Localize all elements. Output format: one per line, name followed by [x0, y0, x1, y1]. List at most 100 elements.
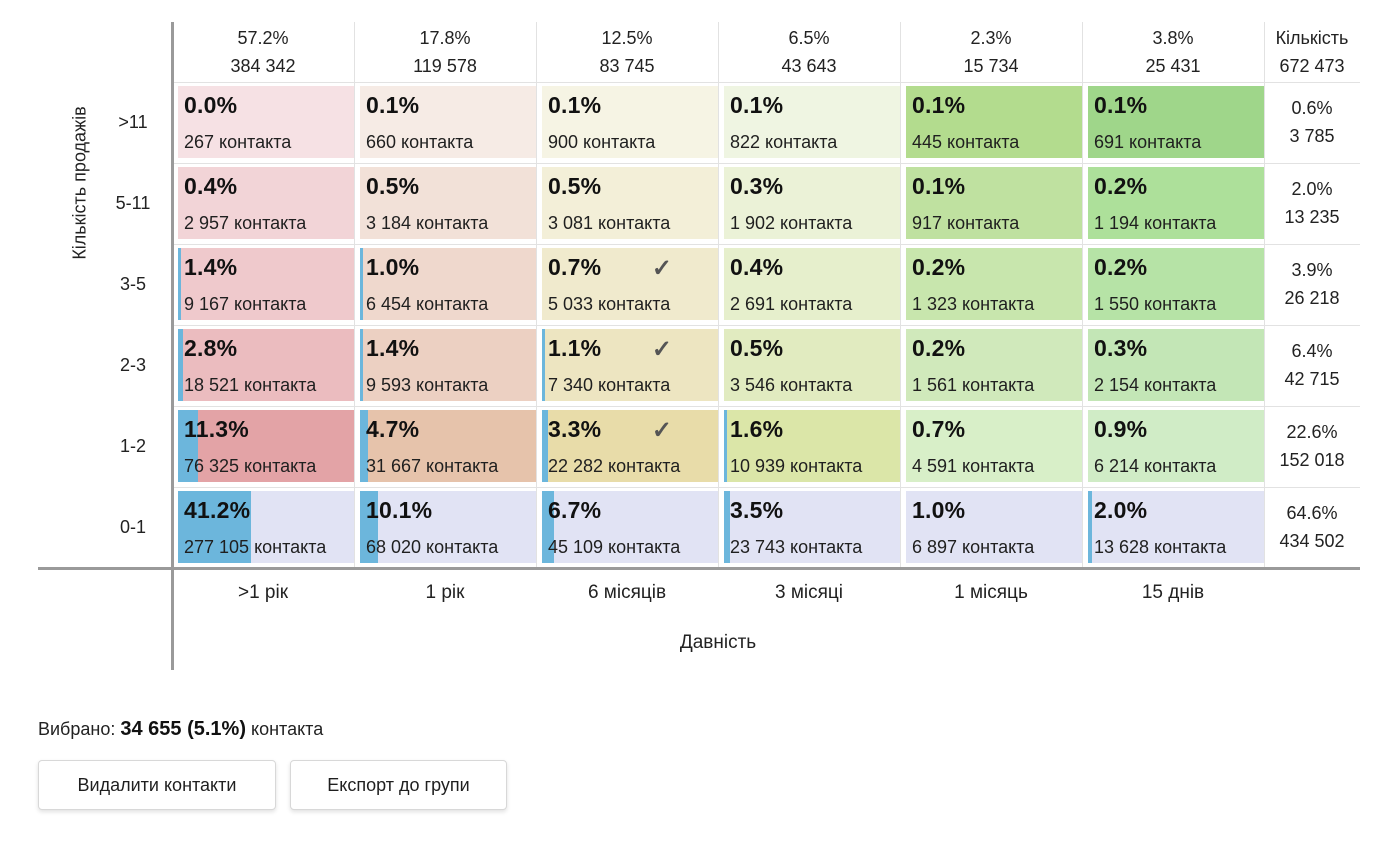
cell-contact-count: 23 743 контакта	[730, 537, 863, 557]
y-axis-line	[171, 22, 174, 670]
cell-contact-count: 2 154 контакта	[1094, 375, 1217, 395]
cell-percentage: 0.3%	[730, 173, 784, 199]
matrix-cell[interactable]: 11.3% 76 325 контакта	[178, 410, 354, 482]
matrix-cell[interactable]: 0.5% 3 081 контакта	[542, 167, 718, 239]
matrix-cell[interactable]: 0.1% 822 контакта	[724, 86, 900, 158]
cell-percentage: 6.7%	[548, 497, 602, 523]
cell-contact-count: 6 214 контакта	[1094, 456, 1217, 476]
cell-fill-bar	[360, 491, 378, 563]
cell-contact-count: 267 контакта	[184, 132, 292, 152]
cell-percentage: 0.7%	[912, 416, 966, 442]
matrix-cell[interactable]: 0.5% 3 546 контакта	[724, 329, 900, 401]
selection-summary: Вибрано: 34 655 (5.1%) контакта	[38, 718, 323, 741]
row-total: 0.6% 3 785	[1289, 98, 1335, 146]
grid-line	[536, 22, 537, 568]
matrix-cell[interactable]: 1.0% 6 454 контакта	[360, 248, 536, 320]
cell-contact-count: 31 667 контакта	[366, 456, 499, 476]
matrix-cell[interactable]: 3.5% 23 743 контакта	[724, 491, 900, 563]
cell-percentage: 0.5%	[366, 173, 420, 199]
cell-contact-count: 691 контакта	[1094, 132, 1202, 152]
matrix-cell[interactable]: 0.2% 1 550 контакта	[1088, 248, 1264, 320]
matrix-cell[interactable]: 0.4% 2 691 контакта	[724, 248, 900, 320]
cell-contact-count: 18 521 контакта	[184, 375, 317, 395]
row-label: 2-3	[119, 354, 146, 375]
x-axis-title: Давність	[679, 632, 757, 653]
matrix-cell[interactable]: 1.4% 9 167 контакта	[178, 248, 354, 320]
cell-contact-count: 1 550 контакта	[1094, 294, 1217, 314]
matrix-cell[interactable]: 0.1% 691 контакта	[1088, 86, 1264, 158]
matrix-cell[interactable]: 0.4% 2 957 контакта	[178, 167, 354, 239]
cell-percentage: 0.1%	[366, 92, 420, 118]
matrix-cell[interactable]: 1.6% 10 939 контакта	[724, 410, 900, 482]
grid-line	[354, 22, 355, 568]
matrix-cell[interactable]: 1.1% 7 340 контакта ✓	[542, 329, 718, 401]
cell-fill-bar	[360, 329, 363, 401]
row-label: >11	[118, 111, 148, 132]
cell-contact-count: 76 325 контакта	[184, 456, 317, 476]
cell-percentage: 0.4%	[184, 173, 238, 199]
matrix-cell[interactable]: 41.2% 277 105 контакта	[178, 491, 354, 563]
matrix-cell[interactable]: 0.2% 1 194 контакта	[1088, 167, 1264, 239]
x-axis-line	[38, 567, 1360, 570]
cell-contact-count: 445 контакта	[912, 132, 1020, 152]
delete-contacts-button[interactable]: Видалити контакти	[38, 760, 276, 810]
matrix-cell[interactable]: 0.2% 1 561 контакта	[906, 329, 1082, 401]
matrix-cell[interactable]: 3.3% 22 282 контакта ✓	[542, 410, 718, 482]
cell-percentage: 4.7%	[366, 416, 420, 442]
cell-percentage: 0.1%	[912, 92, 966, 118]
matrix-cell[interactable]: 4.7% 31 667 контакта	[360, 410, 536, 482]
x-axis-label: 1 рік	[425, 582, 465, 603]
cell-contact-count: 2 691 контакта	[730, 294, 853, 314]
x-axis-label: 1 місяць	[954, 582, 1028, 603]
matrix-cell[interactable]: 2.0% 13 628 контакта	[1088, 491, 1264, 563]
checkmark-icon: ✓	[651, 417, 672, 444]
matrix-cell[interactable]: 0.2% 1 323 контакта	[906, 248, 1082, 320]
cell-fill-bar	[724, 491, 730, 563]
checkmark-icon: ✓	[651, 336, 672, 363]
cell-contact-count: 10 939 контакта	[730, 456, 863, 476]
export-to-group-button[interactable]: Експорт до групи	[290, 760, 507, 810]
matrix-cell[interactable]: 0.5% 3 184 контакта	[360, 167, 536, 239]
grid-line	[172, 406, 1360, 407]
matrix-cell[interactable]: 2.8% 18 521 контакта	[178, 329, 354, 401]
cell-fill-bar	[724, 410, 727, 482]
matrix-cell[interactable]: 0.1% 660 контакта	[360, 86, 536, 158]
cell-contact-count: 917 контакта	[912, 213, 1020, 233]
cell-contact-count: 900 контакта	[548, 132, 656, 152]
cell-percentage: 2.0%	[1094, 497, 1148, 523]
matrix-cell[interactable]: 0.3% 2 154 контакта	[1088, 329, 1264, 401]
cell-percentage: 1.4%	[366, 335, 420, 361]
row-total: 22.6% 152 018	[1279, 422, 1345, 470]
cell-contact-count: 6 454 контакта	[366, 294, 489, 314]
grid-line	[1082, 22, 1083, 568]
row-total: 64.6% 434 502	[1279, 503, 1345, 551]
column-header: 2.3% 15 734	[963, 28, 1019, 76]
matrix-cell[interactable]: 10.1% 68 020 контакта	[360, 491, 536, 563]
matrix-cell[interactable]: 0.1% 900 контакта	[542, 86, 718, 158]
matrix-cell[interactable]: 0.7% 5 033 контакта ✓	[542, 248, 718, 320]
cell-contact-count: 6 897 контакта	[912, 537, 1035, 557]
cell-percentage: 0.3%	[1094, 335, 1148, 361]
grid-line	[172, 244, 1360, 245]
row-label: 1-2	[119, 435, 146, 456]
cell-contact-count: 2 957 контакта	[184, 213, 307, 233]
matrix-cell[interactable]: 1.0% 6 897 контакта	[906, 491, 1082, 563]
cell-percentage: 1.6%	[730, 416, 784, 442]
cell-percentage: 1.4%	[184, 254, 238, 280]
matrix-cell[interactable]: 0.1% 917 контакта	[906, 167, 1082, 239]
cell-contact-count: 7 340 контакта	[548, 375, 671, 395]
matrix-cell[interactable]: 0.9% 6 214 контакта	[1088, 410, 1264, 482]
matrix-cell[interactable]: 1.4% 9 593 контакта	[360, 329, 536, 401]
matrix-cell[interactable]: 0.3% 1 902 контакта	[724, 167, 900, 239]
cell-percentage: 1.0%	[366, 254, 420, 280]
cell-fill-bar	[542, 410, 548, 482]
cell-percentage: 0.5%	[548, 173, 602, 199]
cell-contact-count: 3 546 контакта	[730, 375, 853, 395]
x-axis-label: 3 місяці	[774, 582, 844, 603]
grid-line	[900, 22, 901, 568]
matrix-cell[interactable]: 0.7% 4 591 контакта	[906, 410, 1082, 482]
cell-percentage: 0.0%	[184, 92, 238, 118]
matrix-cell[interactable]: 0.0% 267 контакта	[178, 86, 354, 158]
matrix-cell[interactable]: 6.7% 45 109 контакта	[542, 491, 718, 563]
matrix-cell[interactable]: 0.1% 445 контакта	[906, 86, 1082, 158]
